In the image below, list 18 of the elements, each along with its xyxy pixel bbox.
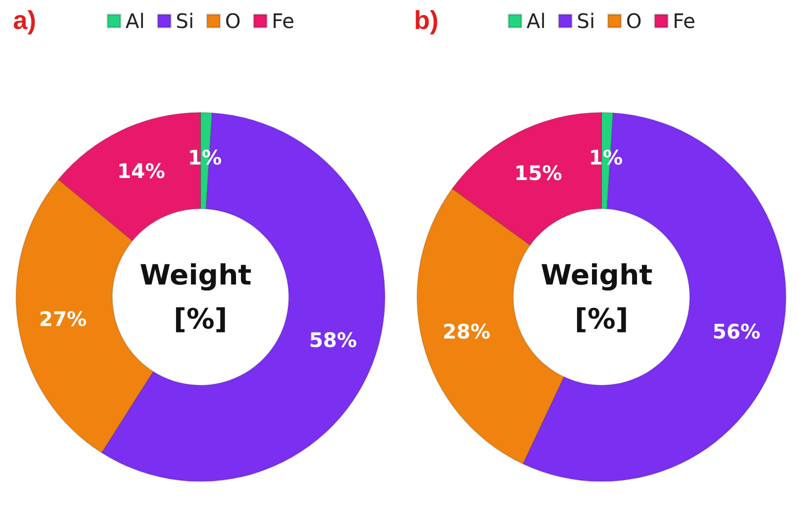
text: Weight [%] <box>140 258 262 336</box>
legend-label: O <box>225 9 241 33</box>
data-label: 56% <box>712 320 760 344</box>
data-label: 28% <box>442 320 490 344</box>
legend-label: Si <box>576 9 596 33</box>
data-label: 14% <box>117 158 166 183</box>
chart-title: a) <box>13 5 36 35</box>
legend-label: Si <box>176 9 194 33</box>
legend-label: Al <box>526 9 546 33</box>
data-label: 58% <box>309 328 357 352</box>
legend-label: Al <box>126 9 145 33</box>
legend-label: Fe <box>672 9 696 33</box>
legend-label: O <box>626 9 642 33</box>
chart-title: b) <box>414 5 439 35</box>
data-label: 27% <box>38 306 87 331</box>
legend-label: Fe <box>272 9 294 33</box>
text: Weight [%] <box>540 258 662 336</box>
data-label: 15% <box>514 160 562 185</box>
